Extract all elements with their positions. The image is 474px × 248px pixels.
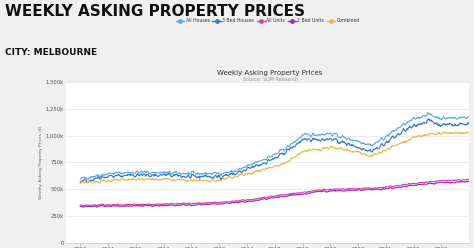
2 Bed Units [419,183,425,186]
Line: 2 Bed Units: 2 Bed Units [80,181,469,207]
2 Bed Units [77,205,83,208]
All Houses [77,178,83,181]
All Houses [386,134,392,137]
All Houses [426,112,432,115]
3 Bed Houses [419,123,425,126]
3 Bed Houses [426,119,432,122]
All Houses [425,111,431,114]
Text: Source: SQM Research: Source: SQM Research [243,77,298,82]
3 Bed Houses [100,176,106,179]
2 Bed Units [426,182,431,185]
All Units [463,178,469,181]
2 Bed Units [320,190,326,193]
All Units [426,180,431,183]
2 Bed Units [386,187,392,190]
3 Bed Houses [426,117,431,120]
2 Bed Units [137,204,143,207]
Combined [441,131,447,134]
3 Bed Houses [77,181,83,184]
Combined [100,179,106,182]
Line: 3 Bed Houses: 3 Bed Houses [80,119,469,183]
Combined [466,131,472,134]
3 Bed Houses [85,181,91,184]
All Houses [137,170,143,173]
3 Bed Houses [386,141,392,144]
Combined [137,178,143,181]
All Units [320,188,326,191]
Line: All Houses: All Houses [80,113,469,179]
Combined [425,133,431,136]
Combined [77,182,83,185]
Text: WEEKLY ASKING PROPERTY PRICES: WEEKLY ASKING PROPERTY PRICES [5,4,305,19]
All Units [419,181,425,184]
All Units [77,204,83,207]
All Units [466,178,472,181]
Line: Combined: Combined [80,132,469,183]
Text: CITY: MELBOURNE: CITY: MELBOURNE [5,48,97,57]
3 Bed Houses [137,173,143,176]
All Houses [85,178,91,181]
3 Bed Houses [320,137,326,140]
All Units [81,204,87,207]
Combined [419,135,425,138]
Line: All Units: All Units [80,179,469,206]
2 Bed Units [81,206,86,209]
All Houses [466,116,472,119]
Y-axis label: Weekly Asking Property Prices ($): Weekly Asking Property Prices ($) [38,126,43,199]
3 Bed Houses [466,122,472,125]
2 Bed Units [466,180,472,183]
Legend: All Houses, 3 Bed Houses, All Units, 2 Bed Units, Combined: All Houses, 3 Bed Houses, All Units, 2 B… [174,16,361,25]
All Houses [419,116,425,119]
All Houses [100,174,106,177]
Combined [319,148,325,151]
Text: Weekly Asking Property Prices: Weekly Asking Property Prices [218,70,323,76]
All Units [386,185,392,188]
All Units [100,203,106,206]
2 Bed Units [100,204,106,207]
All Units [137,203,143,206]
All Houses [320,132,326,135]
Combined [386,147,392,150]
